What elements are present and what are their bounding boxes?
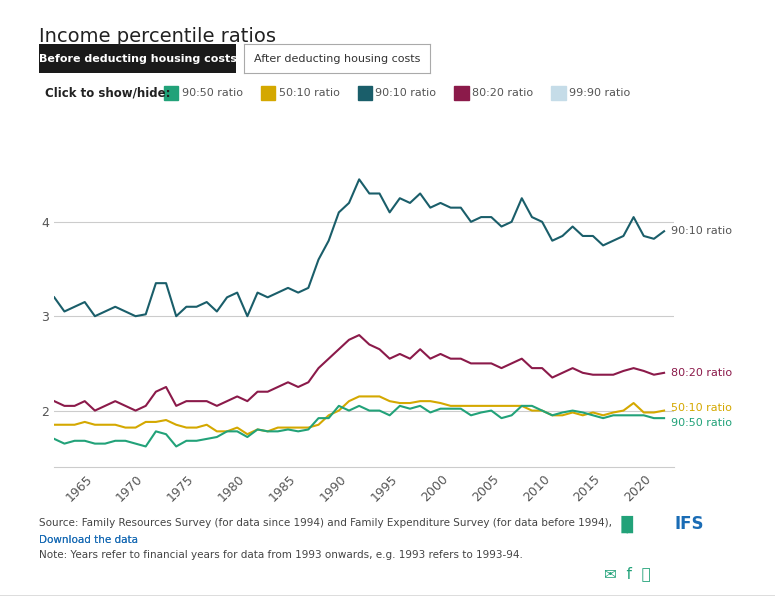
Text: 90:10 ratio: 90:10 ratio xyxy=(375,88,436,98)
Bar xyxy=(164,86,178,100)
Text: 80:20 ratio: 80:20 ratio xyxy=(472,88,533,98)
Text: Source: Family Resources Survey (for data since 1994) and Family Expenditure Sur: Source: Family Resources Survey (for dat… xyxy=(39,518,611,528)
Text: 90:50 ratio: 90:50 ratio xyxy=(671,418,732,428)
Text: 90:10 ratio: 90:10 ratio xyxy=(671,226,732,236)
Text: 80:20 ratio: 80:20 ratio xyxy=(671,368,732,378)
Text: ✉  f  🐦: ✉ f 🐦 xyxy=(604,566,651,581)
Bar xyxy=(551,86,566,100)
Text: 50:10 ratio: 50:10 ratio xyxy=(278,88,339,98)
Text: ▐▌: ▐▌ xyxy=(615,515,640,533)
Text: Click to show/hide:: Click to show/hide: xyxy=(45,86,170,99)
Text: Income percentile ratios: Income percentile ratios xyxy=(39,27,276,46)
Bar xyxy=(357,86,372,100)
Text: 99:90 ratio: 99:90 ratio xyxy=(569,88,630,98)
Text: After deducting housing costs: After deducting housing costs xyxy=(254,54,420,63)
Text: IFS: IFS xyxy=(674,515,704,533)
Text: 50:10 ratio: 50:10 ratio xyxy=(671,403,732,413)
Text: 90:50 ratio: 90:50 ratio xyxy=(181,88,243,98)
Text: Note: Years refer to financial years for data from 1993 onwards, e.g. 1993 refer: Note: Years refer to financial years for… xyxy=(39,550,522,560)
Bar xyxy=(260,86,275,100)
Text: Before deducting housing costs: Before deducting housing costs xyxy=(39,54,236,63)
Text: Download the data: Download the data xyxy=(39,535,138,545)
Text: Download the data: Download the data xyxy=(39,535,138,545)
Bar xyxy=(454,86,469,100)
